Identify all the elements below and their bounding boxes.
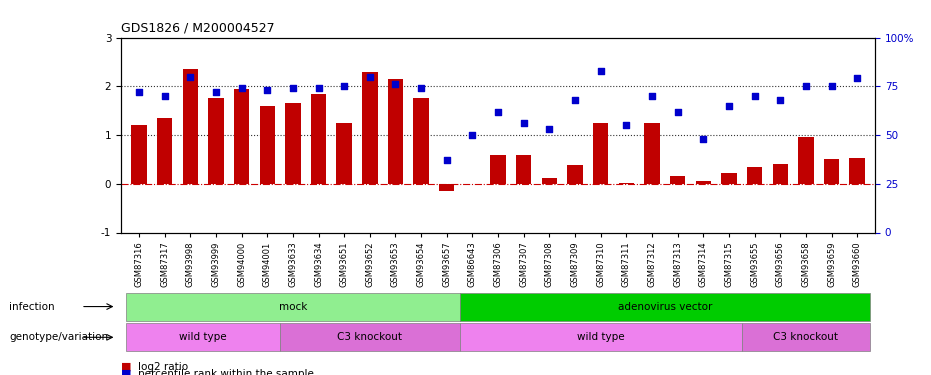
Point: [388, 81, 403, 87]
Bar: [234, 89, 250, 184]
Point: [722, 103, 736, 109]
Bar: [311, 94, 326, 184]
Text: mock: mock: [278, 302, 307, 312]
Bar: [567, 165, 583, 184]
Bar: [336, 123, 352, 184]
Bar: [260, 106, 275, 184]
Bar: [722, 173, 736, 184]
Text: genotype/variation: genotype/variation: [9, 332, 108, 342]
Point: [799, 83, 814, 89]
Text: log2 ratio: log2 ratio: [138, 362, 188, 372]
Point: [209, 89, 223, 95]
Bar: [285, 104, 301, 184]
Point: [234, 85, 249, 91]
Text: C3 knockout: C3 knockout: [337, 332, 402, 342]
Point: [748, 93, 762, 99]
Bar: [362, 72, 378, 184]
Bar: [670, 177, 685, 184]
Text: percentile rank within the sample: percentile rank within the sample: [138, 369, 314, 375]
Point: [593, 68, 608, 74]
Bar: [618, 183, 634, 184]
Point: [260, 87, 275, 93]
Point: [286, 85, 301, 91]
Text: wild type: wild type: [180, 332, 227, 342]
Point: [337, 83, 352, 89]
Point: [465, 132, 479, 138]
Bar: [849, 158, 865, 184]
Point: [542, 126, 557, 132]
Bar: [388, 79, 403, 184]
Bar: [824, 159, 839, 184]
Point: [644, 93, 659, 99]
Point: [850, 75, 865, 81]
Bar: [516, 154, 532, 184]
Point: [824, 83, 839, 89]
Text: C3 knockout: C3 knockout: [774, 332, 839, 342]
Point: [773, 97, 788, 103]
Bar: [542, 178, 557, 184]
Point: [413, 85, 428, 91]
Bar: [644, 123, 660, 184]
Bar: [182, 69, 198, 184]
Text: ■: ■: [121, 369, 131, 375]
Point: [311, 85, 326, 91]
Text: wild type: wild type: [577, 332, 625, 342]
Text: ■: ■: [121, 362, 131, 372]
Point: [517, 120, 532, 126]
Bar: [773, 164, 788, 184]
Point: [439, 158, 454, 164]
Bar: [747, 166, 762, 184]
Point: [491, 109, 506, 115]
Point: [157, 93, 172, 99]
Point: [362, 74, 377, 80]
Bar: [695, 182, 711, 184]
Point: [131, 89, 146, 95]
Point: [670, 109, 685, 115]
Point: [619, 122, 634, 128]
Bar: [413, 99, 429, 184]
Bar: [798, 138, 814, 184]
Bar: [131, 125, 147, 184]
Text: infection: infection: [9, 302, 55, 312]
Text: adenovirus vector: adenovirus vector: [617, 302, 712, 312]
Bar: [439, 184, 454, 191]
Bar: [157, 118, 172, 184]
Bar: [491, 156, 506, 184]
Text: GDS1826 / M200004527: GDS1826 / M200004527: [121, 22, 275, 35]
Bar: [593, 123, 608, 184]
Bar: [209, 99, 223, 184]
Point: [695, 136, 710, 142]
Point: [182, 74, 197, 80]
Point: [568, 97, 583, 103]
